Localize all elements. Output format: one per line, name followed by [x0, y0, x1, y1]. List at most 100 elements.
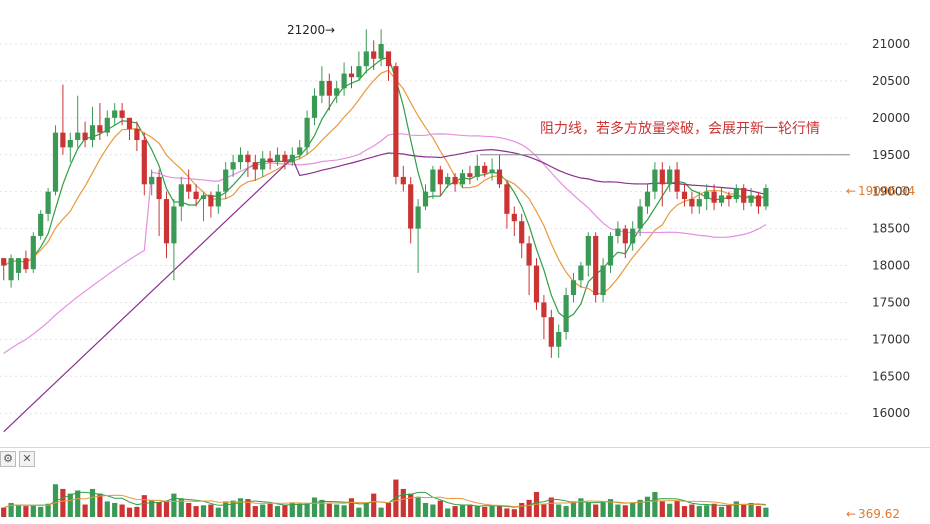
volume-bar [489, 506, 495, 517]
volume-value-label: 369.62 [858, 507, 900, 521]
y-tick-label: 19000 [872, 185, 910, 199]
volume-bar [8, 502, 14, 517]
candle-body [408, 184, 414, 229]
candle-body [674, 169, 680, 192]
volume-bar [704, 505, 710, 517]
ma-line-1 [3, 56, 767, 320]
candle-body [533, 265, 540, 303]
candle-body [371, 51, 377, 59]
candle-body [237, 154, 244, 163]
volume-bar [378, 507, 384, 517]
candle-body [274, 154, 281, 163]
volume-bar [149, 499, 155, 517]
candle-body [430, 169, 436, 192]
volume-bar [630, 502, 636, 517]
volume-bar [504, 508, 510, 517]
candle-body [200, 195, 207, 200]
volume-bar [718, 506, 725, 517]
candle-body [704, 191, 710, 200]
volume-bar [193, 506, 199, 517]
ma-line-2 [3, 69, 767, 295]
candle-body [652, 169, 658, 192]
candle-body [297, 147, 303, 155]
candle-body [711, 191, 717, 203]
volume-bar [230, 500, 236, 517]
candle-body [622, 228, 628, 244]
candle-body [326, 80, 332, 96]
volume-bar [1, 507, 7, 517]
volume-bar [659, 501, 665, 517]
candle-body [30, 235, 36, 270]
volume-bar [459, 505, 466, 517]
volume-bar [430, 504, 436, 517]
candle-body [215, 191, 221, 207]
last-price-label: 19006.94 [858, 184, 915, 198]
candle-body [689, 199, 695, 207]
volume-bar [67, 493, 73, 517]
candle-body [15, 258, 22, 273]
candle-body [400, 176, 406, 185]
candle-body [630, 228, 636, 244]
candle-body [45, 191, 51, 214]
volume-bar [215, 507, 221, 517]
candle-body [112, 110, 118, 118]
volume-bar [89, 488, 96, 517]
volume-bar [681, 506, 688, 517]
volume-bar [408, 493, 414, 517]
grid-lines [0, 43, 850, 414]
candle-body [474, 165, 480, 177]
volume-bar [711, 503, 717, 517]
volume-bar [548, 497, 554, 517]
volume-bar [52, 484, 59, 517]
volume-bar [126, 507, 133, 517]
volume-bar [474, 506, 480, 517]
volume-bar [741, 504, 747, 517]
gear-icon[interactable]: ⚙ [0, 451, 16, 467]
candle-body [356, 66, 362, 78]
candle-body [696, 199, 702, 207]
candle-body [496, 169, 503, 185]
candle-body [126, 117, 133, 129]
volume-bar [385, 502, 392, 517]
candle-body [304, 117, 310, 148]
candle-body [134, 128, 140, 140]
candle-body [437, 169, 443, 185]
candle-body [467, 173, 473, 177]
volume-bar [75, 490, 81, 517]
candle-body [445, 176, 451, 185]
y-tick-label: 16500 [872, 369, 910, 383]
volume-bar [622, 505, 628, 517]
candle-body [223, 169, 229, 192]
candle-body [149, 176, 155, 185]
high-price-label: 21200 [287, 23, 325, 37]
volume-bar [15, 504, 22, 517]
volume-bar [356, 507, 362, 517]
volume-bar [38, 506, 44, 517]
candle-body [733, 187, 739, 200]
candle-body [38, 213, 44, 236]
volume-average-lines [3, 491, 766, 509]
candle-body [726, 195, 732, 200]
volume-bar [585, 502, 591, 517]
candle-body [363, 51, 369, 67]
moving-average-lines [3, 56, 767, 433]
candle-body [267, 158, 273, 163]
candle-body [748, 195, 754, 203]
volume-bar [755, 506, 762, 517]
candle-body [52, 132, 59, 192]
volume-bar [304, 502, 310, 517]
candle-body [644, 191, 651, 207]
volume-bar [519, 502, 525, 517]
volume-bar [223, 501, 229, 517]
resistance-annotation: 阻力线，若多方放量突破，会展开新一轮行情 [540, 120, 820, 137]
candle-body [563, 295, 569, 332]
candle-body [681, 191, 688, 200]
volume-bar [652, 492, 658, 517]
close-icon[interactable]: ✕ [19, 451, 35, 467]
volume-bar [282, 505, 288, 517]
candle-body [97, 125, 103, 133]
volume-bar [556, 504, 562, 517]
volume-bar [163, 500, 170, 517]
volume-bar [415, 496, 421, 517]
y-tick-label: 19500 [872, 148, 910, 162]
